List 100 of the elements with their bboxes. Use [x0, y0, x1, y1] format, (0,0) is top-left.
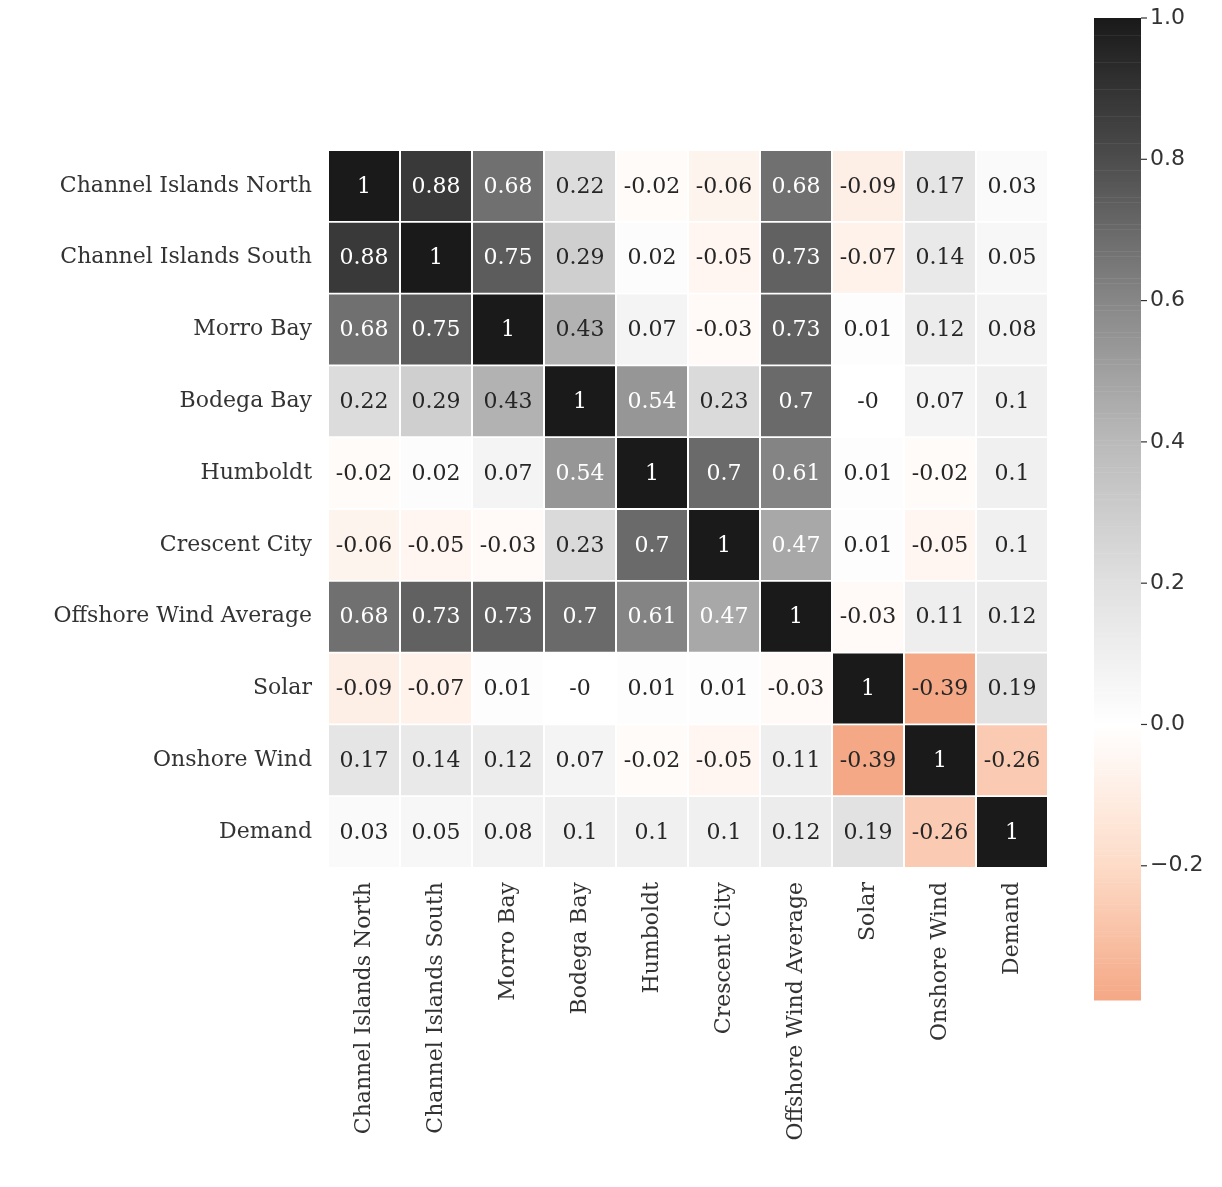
data-label: 0.02 [411, 459, 461, 485]
data-label: 0.14 [915, 244, 965, 270]
x-tick-label: Onshore Wind [925, 882, 951, 1041]
x-tick-label: Demand [997, 882, 1023, 975]
data-label: 0.54 [555, 459, 605, 485]
data-label: -0 [857, 388, 879, 414]
data-label: 0.14 [411, 747, 461, 773]
data-label: 0.68 [339, 603, 389, 629]
data-label: 0.01 [483, 675, 533, 701]
data-label: 0.47 [771, 531, 821, 557]
data-label: 0.68 [483, 172, 533, 198]
data-label: 0.47 [699, 603, 749, 629]
data-label: 0.61 [627, 603, 677, 629]
data-label: -0.03 [695, 316, 753, 342]
data-label: 0.1 [994, 531, 1030, 557]
data-label: 0.17 [339, 747, 389, 773]
data-label: 0.68 [771, 172, 821, 198]
data-label: 1 [789, 603, 803, 629]
data-label: 0.23 [555, 531, 605, 557]
data-label: -0 [569, 675, 591, 701]
y-tick-label: Morro Bay [193, 315, 313, 341]
data-label: 0.43 [555, 316, 605, 342]
data-label: 0.73 [483, 603, 533, 629]
data-label: 0.1 [706, 818, 742, 844]
data-label: 0.88 [339, 244, 389, 270]
data-label: 0.12 [483, 747, 533, 773]
data-label: 1 [717, 531, 731, 557]
data-label: -0.39 [911, 675, 969, 701]
data-label: 0.73 [411, 603, 461, 629]
data-label: 0.12 [915, 316, 965, 342]
data-label: 1 [357, 172, 371, 198]
data-label: 0.01 [843, 316, 893, 342]
x-tick-label: Solar [853, 881, 879, 941]
data-label: 0.07 [555, 747, 605, 773]
color-bar-label: 0.4 [1150, 427, 1185, 453]
data-label: 0.07 [627, 316, 677, 342]
x-tick-label: Offshore Wind Average [781, 882, 807, 1141]
data-label: -0.06 [335, 531, 393, 557]
data-label: -0.39 [839, 747, 897, 773]
x-tick-label: Crescent City [709, 881, 735, 1035]
y-tick-label: Crescent City [159, 530, 313, 556]
data-label: 0.12 [987, 603, 1037, 629]
data-label: 0.75 [411, 316, 461, 342]
data-label: -0.09 [335, 675, 393, 701]
y-tick-label: Channel Islands North [59, 171, 312, 197]
data-label: 0.03 [339, 818, 389, 844]
color-bar-label: 0.6 [1150, 286, 1185, 312]
y-tick-label: Onshore Wind [153, 746, 312, 772]
color-bar-label: 0.8 [1150, 145, 1185, 171]
data-label: 0.08 [483, 818, 533, 844]
data-label: 0.54 [627, 388, 677, 414]
y-tick-label: Offshore Wind Average [53, 602, 312, 628]
data-label: 0.1 [994, 388, 1030, 414]
data-label: 1 [573, 388, 587, 414]
color-bar-label: −0.2 [1150, 851, 1204, 877]
data-label: 0.07 [483, 459, 533, 485]
x-tick-label: Bodega Bay [565, 881, 591, 1015]
data-label: 0.75 [483, 244, 533, 270]
data-label: -0.07 [407, 675, 465, 701]
data-label: 0.7 [562, 603, 598, 629]
data-label: 0.7 [634, 531, 670, 557]
y-tick-label: Bodega Bay [179, 387, 313, 413]
data-label: 0.01 [627, 675, 677, 701]
y-tick-label: Channel Islands South [60, 243, 312, 269]
y-tick-label: Humboldt [200, 458, 313, 484]
data-label: 0.43 [483, 388, 533, 414]
data-label: -0.05 [911, 531, 969, 557]
data-label: -0.07 [839, 244, 897, 270]
data-label: 0.01 [699, 675, 749, 701]
data-label: -0.02 [623, 747, 681, 773]
data-label: -0.05 [695, 244, 753, 270]
data-label: 0.11 [915, 603, 965, 629]
color-bar-label: 1.0 [1150, 3, 1185, 29]
data-label: 0.1 [634, 818, 670, 844]
data-label: 0.68 [339, 316, 389, 342]
data-label: -0.06 [695, 172, 753, 198]
data-label: 0.61 [771, 459, 821, 485]
data-label: -0.05 [695, 747, 753, 773]
data-label: 0.73 [771, 316, 821, 342]
data-label: -0.02 [911, 459, 969, 485]
data-label: -0.05 [407, 531, 465, 557]
data-label: 0.03 [987, 172, 1037, 198]
data-label: 0.11 [771, 747, 821, 773]
data-label: 0.01 [843, 531, 893, 557]
data-label: 1 [1005, 818, 1019, 844]
data-label: 0.05 [987, 244, 1037, 270]
data-label: -0.02 [623, 172, 681, 198]
data-label: 0.88 [411, 172, 461, 198]
x-tick-label: Humboldt [637, 881, 663, 994]
data-label: 0.23 [699, 388, 749, 414]
data-label: -0.03 [839, 603, 897, 629]
data-label: 1 [501, 316, 515, 342]
data-label: 0.73 [771, 244, 821, 270]
data-label: 0.19 [987, 675, 1037, 701]
data-label: 0.17 [915, 172, 965, 198]
data-label: 0.12 [771, 818, 821, 844]
data-label: 1 [645, 459, 659, 485]
data-label: 0.22 [339, 388, 389, 414]
data-label: 1 [861, 675, 875, 701]
y-tick-label: Solar [253, 674, 313, 700]
